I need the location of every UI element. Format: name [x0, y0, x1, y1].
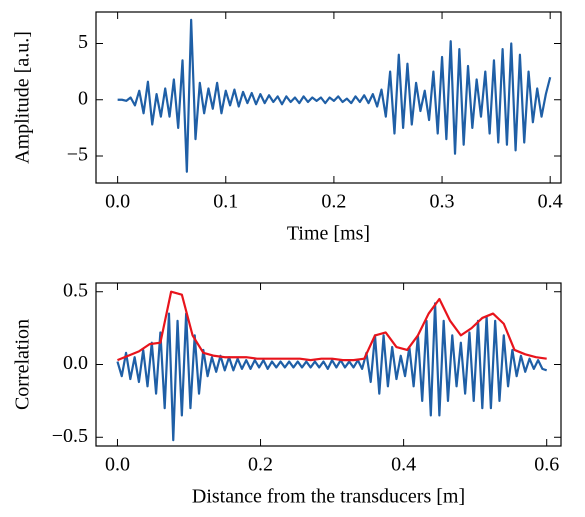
y-tick-label: 5: [78, 31, 88, 53]
x-tick-label: 0.3: [430, 191, 455, 213]
x-tick-label: 0.1: [213, 191, 238, 213]
data-line: [117, 290, 547, 362]
x-tick-label: 0.6: [534, 454, 559, 476]
y-axis-label: Correlation: [12, 319, 34, 410]
data-line: [117, 18, 552, 173]
axes-frame: [95, 11, 562, 184]
x-tick-label: 0.0: [105, 454, 130, 476]
data-line: [116, 302, 548, 442]
x-tick-label: 0.4: [538, 191, 563, 213]
x-tick-label: 0.2: [248, 454, 273, 476]
x-axis-label: Distance from the transducers [m]: [192, 486, 465, 508]
y-tick-label: 0.5: [63, 279, 88, 301]
x-tick-label: 0.4: [391, 454, 416, 476]
x-tick-label: 0.2: [321, 191, 346, 213]
x-tick-label: 0.0: [105, 191, 130, 213]
y-tick-label: 0.0: [63, 352, 88, 374]
y-tick-label: −0.5: [52, 425, 88, 447]
y-tick-label: −5: [67, 144, 88, 166]
x-axis-label: Time [ms]: [287, 223, 370, 245]
y-tick-label: 0: [78, 87, 88, 109]
y-axis-label: Amplitude [a.u.]: [12, 31, 34, 164]
